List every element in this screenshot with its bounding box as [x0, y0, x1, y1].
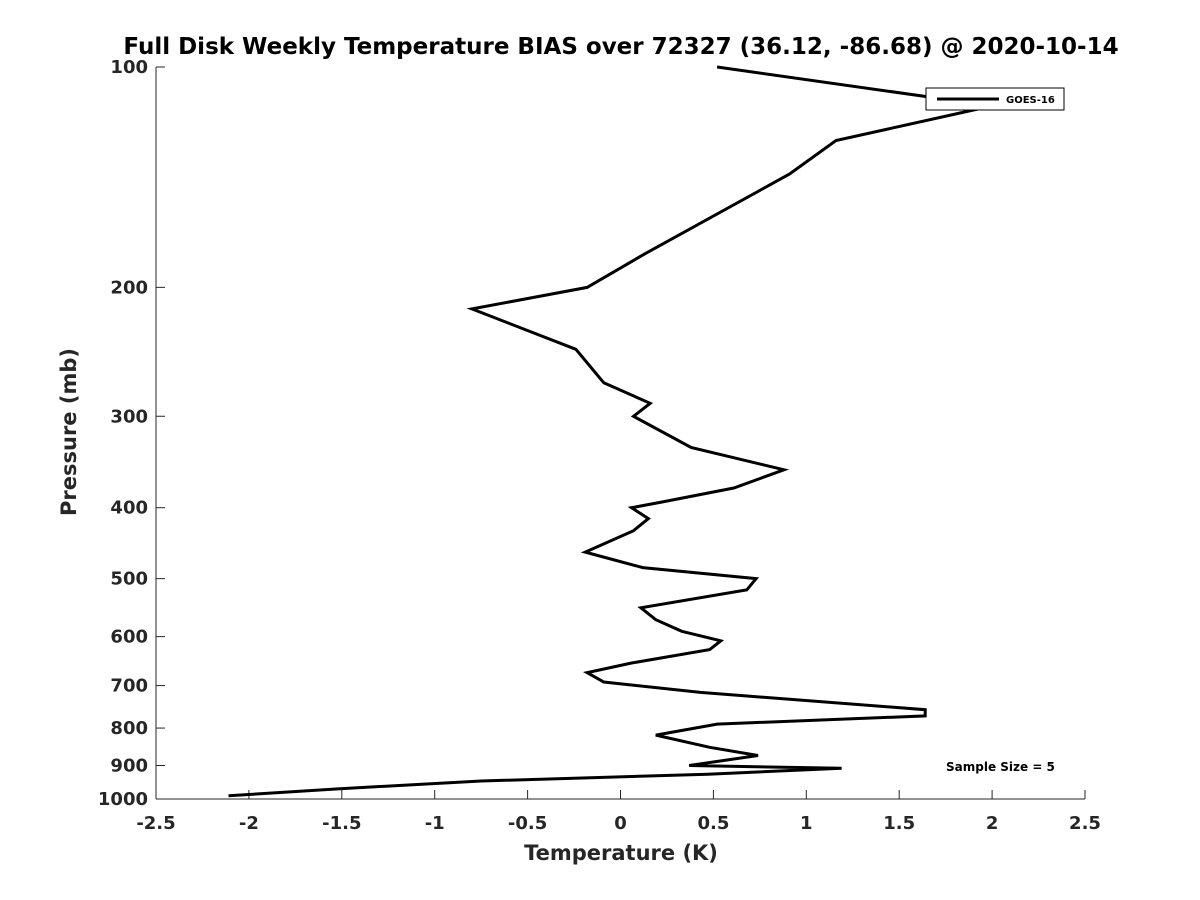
x-tick-label: 2.5: [1069, 813, 1101, 834]
x-axis-label: Temperature (K): [524, 841, 718, 865]
y-tick-label: 500: [110, 569, 148, 590]
y-tick-label: 100: [110, 57, 148, 78]
sample-size-annotation: Sample Size = 5: [946, 760, 1055, 774]
x-tick-label: 0.5: [697, 813, 729, 834]
y-tick-label: 700: [110, 676, 148, 697]
legend: GOES-16: [925, 87, 1065, 111]
y-tick-label: 800: [110, 718, 148, 739]
chart-title: Full Disk Weekly Temperature BIAS over 7…: [123, 34, 1118, 60]
y-tick-label: 1000: [98, 789, 148, 810]
x-tick-label: 1.5: [883, 813, 915, 834]
x-tick-label: -2.5: [136, 813, 175, 834]
y-tick-label: 900: [110, 756, 148, 777]
x-tick-label: 2: [986, 813, 999, 834]
y-tick-label: 600: [110, 627, 148, 648]
x-tick-label: -1: [425, 813, 445, 834]
x-tick-label: -0.5: [508, 813, 547, 834]
series-line-goes-16: [228, 65, 993, 798]
y-axis-label: Pressure (mb): [57, 348, 81, 516]
y-tick-label: 200: [110, 277, 148, 298]
y-tick-label: 400: [110, 498, 148, 519]
x-tick-label: 1: [800, 813, 813, 834]
x-tick-label: -1.5: [322, 813, 361, 834]
plot-area: -2.5 -2 -1.5 -1 -0.5 0 0.5 1 1.5 2 2.5 100 200 300 400…: [98, 57, 1101, 834]
x-tick-label: -2: [239, 813, 259, 834]
y-tick-label: 300: [110, 406, 148, 427]
x-tick-label: 0: [614, 813, 627, 834]
legend-label-goes-16: GOES-16: [1006, 95, 1055, 106]
